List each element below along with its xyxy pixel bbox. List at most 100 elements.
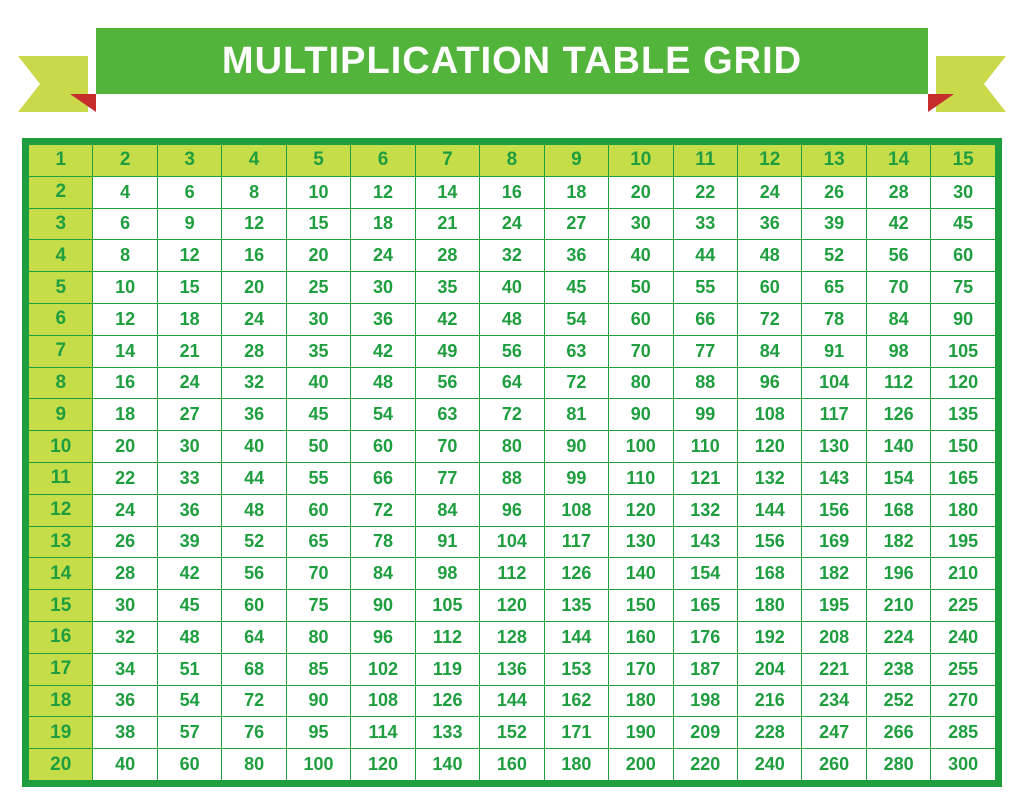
table-cell: 84 [351, 558, 415, 590]
table-cell: 210 [866, 590, 930, 622]
table-cell: 48 [737, 240, 801, 272]
table-cell: 180 [737, 590, 801, 622]
table-cell: 247 [802, 717, 866, 749]
multiplication-table-frame: 1234567891011121314152468101214161820222… [22, 138, 1002, 787]
table-cell: 171 [544, 717, 608, 749]
column-header: 7 [415, 145, 479, 177]
table-cell: 8 [93, 240, 157, 272]
table-cell: 121 [673, 462, 737, 494]
table-cell: 72 [222, 685, 286, 717]
table-cell: 60 [931, 240, 996, 272]
table-cell: 32 [93, 621, 157, 653]
table-cell: 24 [222, 303, 286, 335]
table-cell: 90 [609, 399, 673, 431]
table-cell: 16 [222, 240, 286, 272]
column-header: 15 [931, 145, 996, 177]
table-cell: 60 [222, 590, 286, 622]
table-cell: 28 [222, 335, 286, 367]
table-cell: 168 [866, 494, 930, 526]
column-header: 11 [673, 145, 737, 177]
table-cell: 150 [609, 590, 673, 622]
table-cell: 70 [609, 335, 673, 367]
table-cell: 91 [802, 335, 866, 367]
table-cell: 108 [351, 685, 415, 717]
table-cell: 60 [737, 272, 801, 304]
table-cell: 180 [931, 494, 996, 526]
table-cell: 77 [415, 462, 479, 494]
table-cell: 96 [351, 621, 415, 653]
table-cell: 45 [286, 399, 350, 431]
table-cell: 72 [544, 367, 608, 399]
table-cell: 39 [157, 526, 221, 558]
table-cell: 225 [931, 590, 996, 622]
table-cell: 25 [286, 272, 350, 304]
table-cell: 154 [673, 558, 737, 590]
table-cell: 117 [802, 399, 866, 431]
table-cell: 204 [737, 653, 801, 685]
table-cell: 30 [93, 590, 157, 622]
table-cell: 84 [866, 303, 930, 335]
table-cell: 133 [415, 717, 479, 749]
table-cell: 102 [351, 653, 415, 685]
table-cell: 44 [673, 240, 737, 272]
table-cell: 117 [544, 526, 608, 558]
table-cell: 208 [802, 621, 866, 653]
table-cell: 33 [673, 208, 737, 240]
table-cell: 75 [931, 272, 996, 304]
table-cell: 198 [673, 685, 737, 717]
column-header: 1 [29, 145, 93, 177]
table-cell: 48 [222, 494, 286, 526]
table-cell: 130 [609, 526, 673, 558]
table-cell: 70 [415, 431, 479, 463]
table-cell: 70 [866, 272, 930, 304]
table-cell: 51 [157, 653, 221, 685]
table-cell: 18 [93, 399, 157, 431]
table-cell: 300 [931, 749, 996, 781]
table-cell: 132 [673, 494, 737, 526]
table-cell: 238 [866, 653, 930, 685]
table-cell: 63 [415, 399, 479, 431]
table-cell: 56 [480, 335, 544, 367]
table-cell: 270 [931, 685, 996, 717]
row-header: 15 [29, 590, 93, 622]
table-cell: 108 [737, 399, 801, 431]
table-cell: 285 [931, 717, 996, 749]
table-cell: 36 [737, 208, 801, 240]
table-cell: 110 [673, 431, 737, 463]
table-cell: 110 [609, 462, 673, 494]
table-cell: 144 [737, 494, 801, 526]
table-cell: 195 [931, 526, 996, 558]
table-cell: 28 [866, 176, 930, 208]
table-cell: 119 [415, 653, 479, 685]
table-cell: 112 [866, 367, 930, 399]
table-cell: 36 [93, 685, 157, 717]
column-header: 10 [609, 145, 673, 177]
table-cell: 42 [866, 208, 930, 240]
table-cell: 78 [802, 303, 866, 335]
table-cell: 60 [157, 749, 221, 781]
table-cell: 52 [802, 240, 866, 272]
table-cell: 85 [286, 653, 350, 685]
table-cell: 50 [609, 272, 673, 304]
table-cell: 144 [544, 621, 608, 653]
row-header: 17 [29, 653, 93, 685]
row-header: 2 [29, 176, 93, 208]
table-cell: 16 [93, 367, 157, 399]
table-cell: 50 [286, 431, 350, 463]
multiplication-table: 1234567891011121314152468101214161820222… [28, 144, 996, 781]
table-cell: 10 [93, 272, 157, 304]
table-cell: 34 [93, 653, 157, 685]
table-cell: 40 [222, 431, 286, 463]
table-cell: 36 [222, 399, 286, 431]
table-cell: 240 [737, 749, 801, 781]
table-cell: 210 [931, 558, 996, 590]
row-header: 4 [29, 240, 93, 272]
table-cell: 120 [351, 749, 415, 781]
column-header: 14 [866, 145, 930, 177]
table-cell: 24 [480, 208, 544, 240]
table-cell: 52 [222, 526, 286, 558]
table-cell: 112 [480, 558, 544, 590]
table-cell: 66 [673, 303, 737, 335]
table-cell: 80 [480, 431, 544, 463]
table-cell: 32 [480, 240, 544, 272]
